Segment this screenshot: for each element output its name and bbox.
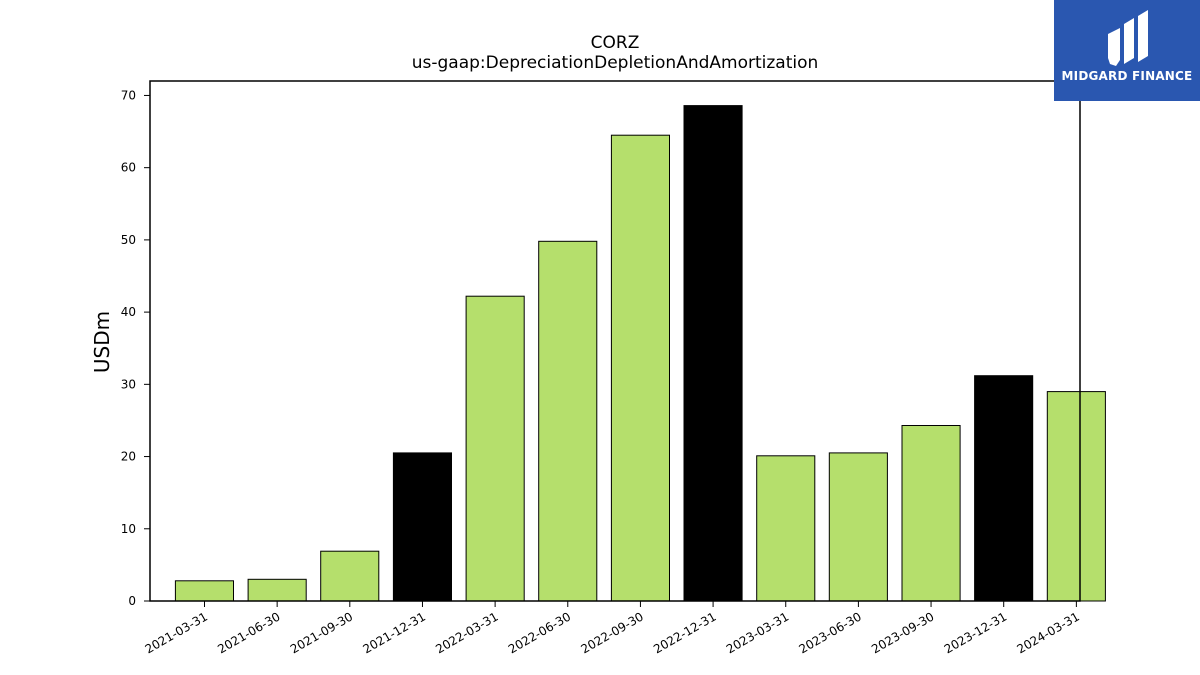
y-tick-label: 0 [128,594,136,608]
y-tick-label: 10 [121,522,136,536]
bar-2023-06-30 [828,452,888,602]
bar-2022-12-31 [683,105,743,602]
x-tick-label: 2022-06-30 [506,609,573,656]
y-tick-label: 50 [121,233,136,247]
y-axis-label: USDm [90,311,114,373]
x-tick-label: 2023-06-30 [796,609,863,656]
brand-logo: MIDGARD FINANCE [1054,0,1200,101]
y-tick-label: 40 [121,305,136,319]
y-ticks-group: 0 10 20 30 40 50 60 70 [121,88,150,608]
x-tick-label: 2023-03-31 [724,609,791,656]
x-ticks-group: 2021-03-31 2021-06-30 2021-09-30 2021-12-31… [143,601,1082,656]
bar-2021-06-30 [247,578,307,602]
chart-title: CORZ [591,33,640,53]
bar-2021-09-30 [320,550,380,602]
x-tick-label: 2023-09-30 [869,609,936,656]
logo-mark-icon [1108,10,1148,66]
bars-group [174,105,1106,602]
x-tick-label: 2024-03-31 [1014,609,1081,656]
x-tick-label: 2021-09-30 [288,609,355,656]
y-tick-label: 60 [121,161,136,175]
x-tick-label: 2021-03-31 [143,609,210,656]
bar-2022-09-30 [610,134,671,602]
bar-2021-03-31 [174,580,234,602]
bar-2022-06-30 [538,240,598,602]
plot-frame [149,80,1081,602]
bar-2022-03-31 [465,295,525,602]
x-tick-label: 2022-03-31 [433,609,500,656]
logo-text: MIDGARD FINANCE [1061,69,1193,83]
bar-2023-03-31 [756,455,816,602]
y-tick-label: 30 [121,377,136,391]
bar-2024-03-31 [1046,391,1106,602]
x-tick-label: 2022-09-30 [579,609,646,656]
bar-2023-12-31 [974,375,1034,602]
x-tick-label: 2021-06-30 [215,609,282,656]
x-tick-label: 2023-12-31 [942,609,1009,656]
x-tick-label: 2022-12-31 [651,609,718,656]
x-tick-label: 2021-12-31 [361,609,428,656]
chart-subtitle: us-gaap:DepreciationDepletionAndAmortiza… [412,53,819,73]
y-tick-label: 70 [121,88,136,102]
y-tick-label: 20 [121,450,136,464]
bar-2021-12-31 [392,452,452,602]
bar-2023-09-30 [901,425,961,602]
